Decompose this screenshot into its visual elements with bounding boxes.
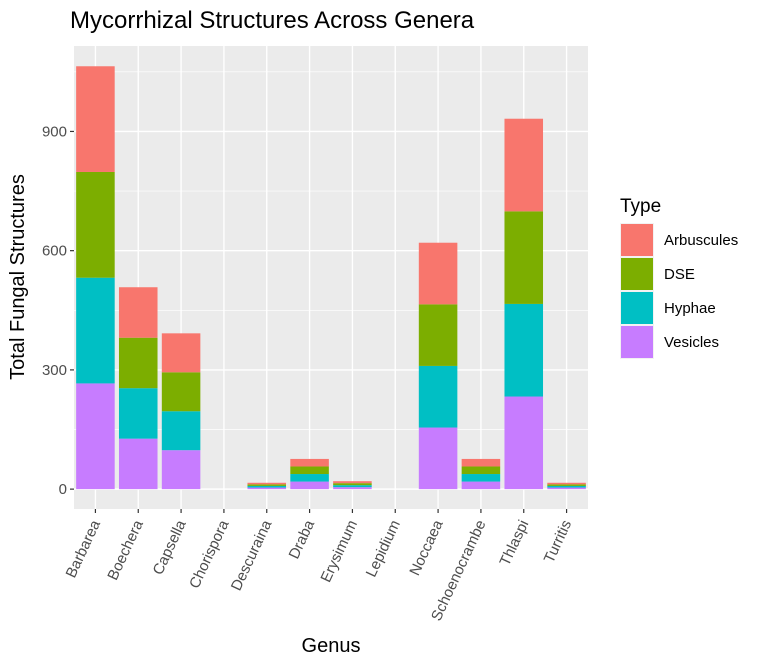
y-tick-label: 300 (42, 362, 67, 379)
plot-panel (74, 46, 588, 509)
bar-dse-thlaspi (504, 211, 544, 304)
x-tick-label: Noccaea (406, 517, 447, 578)
bar-dse-descuraina (247, 484, 287, 486)
bar-hyphae-thlaspi (504, 303, 544, 397)
bar-dse-turritis (547, 484, 586, 486)
legend-items: Arbuscules DSE Hyphae Vesicles (620, 223, 738, 359)
bars (76, 66, 586, 490)
legend-title: Type (620, 196, 661, 217)
y-axis-title: Total Fungal Structures (7, 174, 29, 380)
bar-arbuscules-descuraina (247, 482, 287, 485)
x-tick-label: Boechera (104, 517, 147, 583)
bar-hyphae-capsella (161, 411, 201, 451)
bar-dse-schoenocrambe (461, 466, 501, 475)
bar-vesicles-noccaea (418, 427, 458, 490)
bar-dse-barbarea (76, 171, 115, 278)
y-axis-ticks: 0 300 600 900 (42, 123, 74, 498)
x-tick-label: Barbarea (63, 517, 105, 581)
bar-arbuscules-schoenocrambe (461, 458, 501, 467)
bar-arbuscules-erysimum (333, 481, 372, 484)
bar-vesicles-thlaspi (504, 396, 544, 490)
bar-vesicles-turritis (547, 487, 586, 490)
bar-arbuscules-boechera (118, 287, 158, 338)
x-tick-label: Chorispora (186, 517, 233, 591)
bar-vesicles-barbarea (76, 383, 115, 490)
bar-vesicles-draba (290, 481, 329, 490)
bar-dse-noccaea (418, 304, 458, 366)
bar-arbuscules-noccaea (418, 242, 458, 305)
x-tick-label: Lepidium (363, 518, 404, 580)
bar-dse-draba (290, 466, 329, 475)
x-tick-label: Draba (286, 517, 319, 562)
bar-dse-erysimum (333, 483, 372, 486)
bar-dse-capsella (161, 372, 201, 412)
legend-label-hyphae: Hyphae (664, 300, 716, 317)
bar-arbuscules-barbarea (76, 66, 115, 172)
bar-arbuscules-draba (290, 458, 329, 467)
y-tick-label: 0 (59, 481, 67, 498)
x-tick-label: Capsella (150, 517, 190, 578)
bar-vesicles-boechera (118, 438, 158, 490)
x-tick-label: Descuraina (228, 517, 276, 594)
legend-swatch-arbuscules (621, 224, 653, 256)
bar-vesicles-erysimum (333, 487, 372, 490)
legend: Type Arbuscules DSE Hyphae Vesicles (620, 196, 738, 359)
bar-vesicles-descuraina (247, 487, 287, 490)
bar-hyphae-boechera (118, 388, 158, 439)
x-axis-ticks: Barbarea Boechera CapsellaChorisporaDescur… (63, 509, 576, 624)
y-tick-label: 600 (42, 243, 67, 260)
bar-vesicles-schoenocrambe (461, 481, 501, 490)
bar-arbuscules-capsella (161, 333, 201, 373)
x-axis-title: Genus (302, 635, 361, 657)
legend-label-vesicles: Vesicles (664, 334, 719, 351)
bar-hyphae-erysimum (333, 485, 372, 488)
y-tick-label: 900 (42, 123, 67, 140)
legend-swatch-vesicles (621, 326, 653, 358)
bar-hyphae-noccaea (418, 365, 458, 428)
bar-hyphae-barbarea (76, 277, 115, 384)
bar-hyphae-descuraina (247, 485, 287, 488)
bar-hyphae-schoenocrambe (461, 474, 501, 482)
bar-dse-boechera (118, 337, 158, 389)
bar-hyphae-turritis (547, 485, 586, 488)
chart-title: Mycorrhizal Structures Across Genera (70, 7, 475, 34)
legend-swatch-dse (621, 258, 653, 290)
bar-arbuscules-turritis (547, 482, 586, 485)
x-tick-label: Erysimum (317, 518, 361, 586)
bar-vesicles-capsella (161, 450, 201, 490)
x-tick-label: Thlaspi (497, 518, 533, 569)
bar-hyphae-draba (290, 474, 329, 482)
legend-label-dse: DSE (664, 266, 695, 283)
x-tick-label: Turritis (541, 518, 576, 566)
bar-arbuscules-thlaspi (504, 118, 544, 212)
legend-label-arbuscules: Arbuscules (664, 232, 738, 249)
legend-swatch-hyphae (621, 292, 653, 324)
